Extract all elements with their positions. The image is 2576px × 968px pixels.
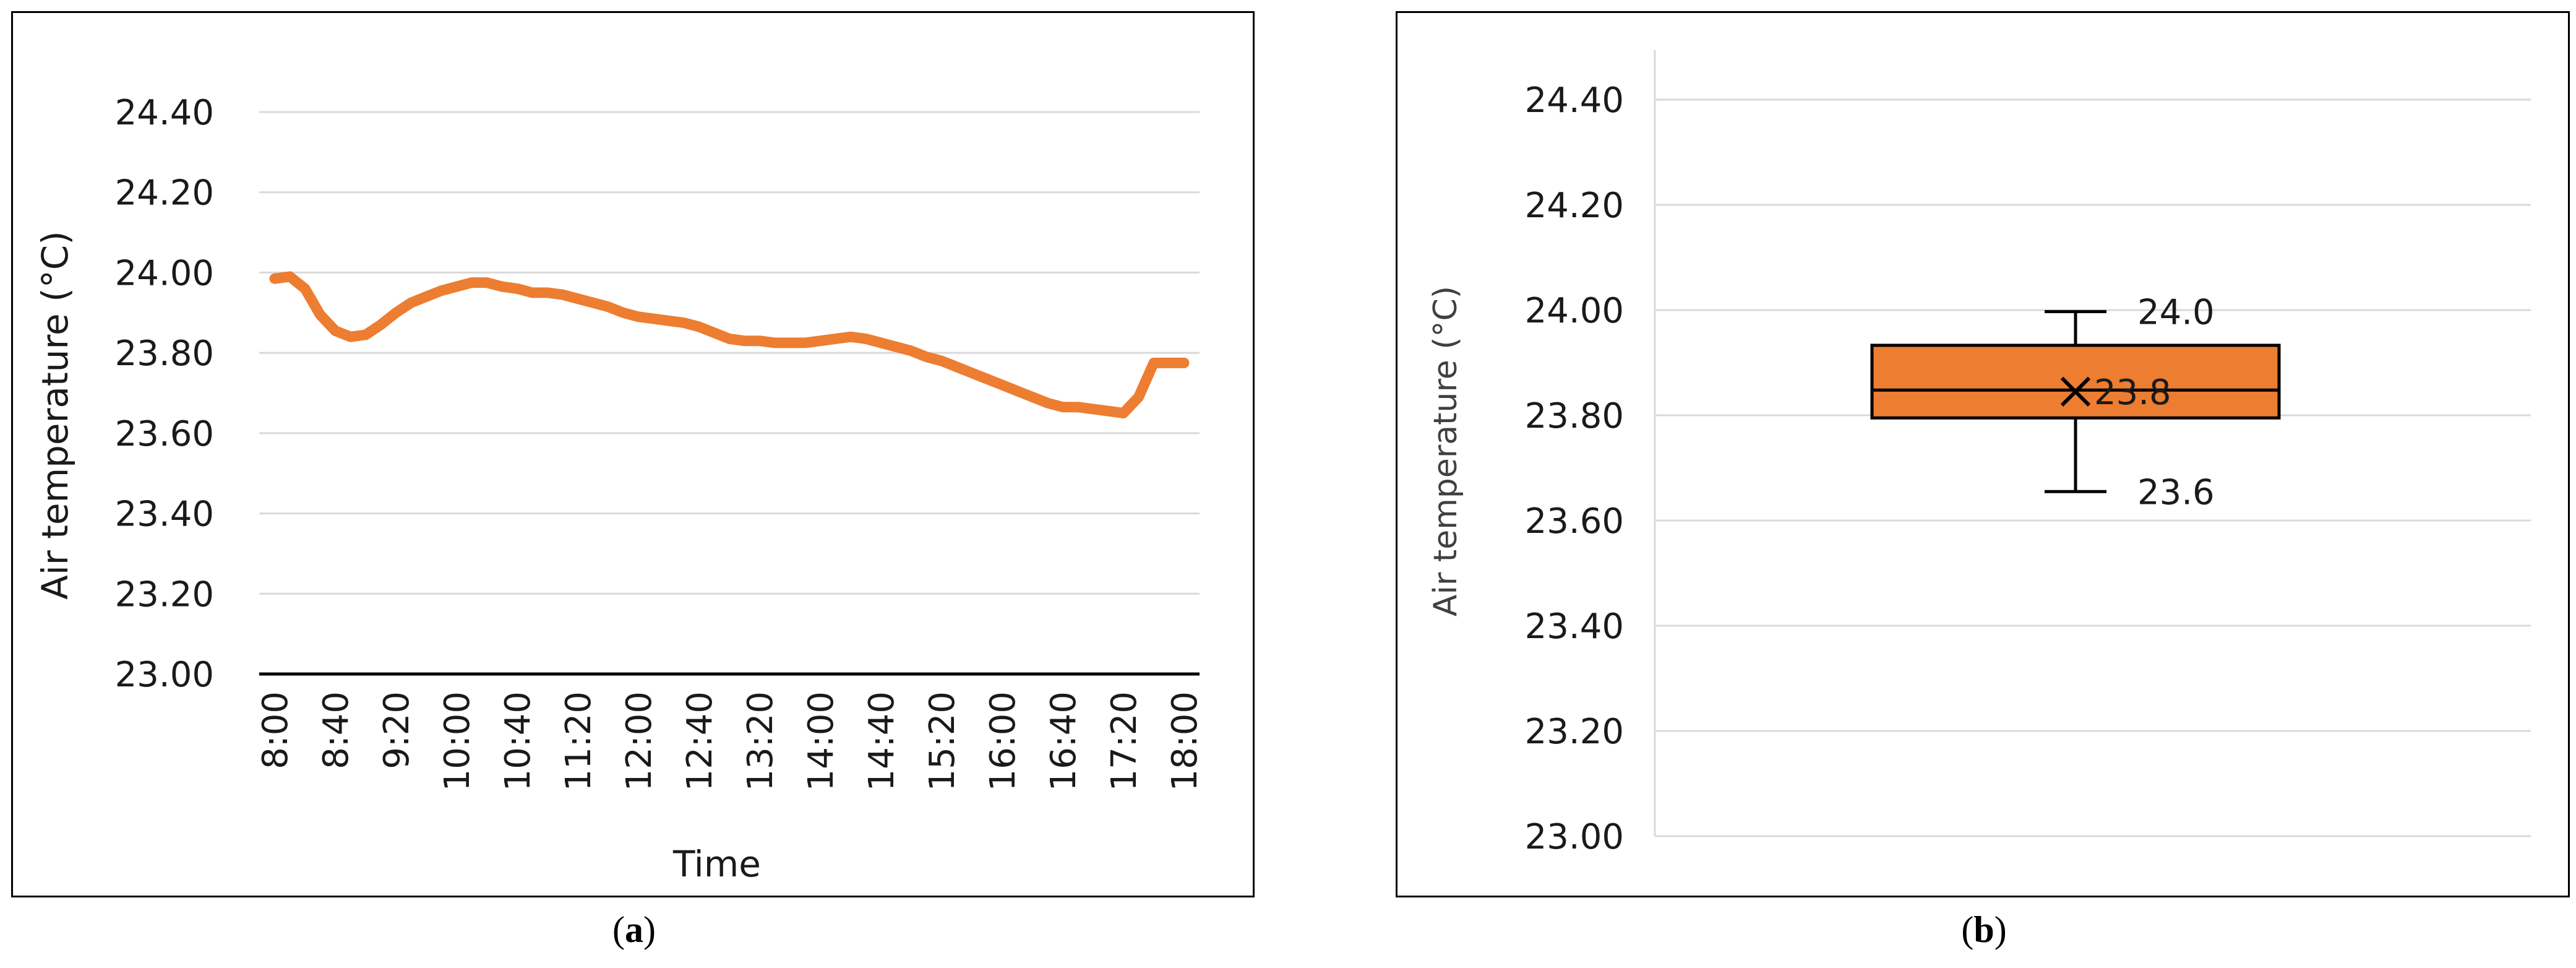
y-tick-labels: 23.00 23.20 23.40 23.60 23.80 24.00 24.20 24.40 <box>1525 80 1624 857</box>
x-tick-label: 10:00 <box>437 691 478 791</box>
y-tick-label: 23.60 <box>1525 501 1624 542</box>
y-tick-label: 23.40 <box>115 495 214 535</box>
x-tick-label: 11:20 <box>559 691 599 791</box>
y-axis-title: Air temperature (°C) <box>34 231 76 600</box>
x-tick-label: 13:20 <box>741 691 781 791</box>
x-tick-label: 14:40 <box>862 691 902 791</box>
y-tick-label: 23.80 <box>1525 396 1624 436</box>
y-tick-label: 24.00 <box>115 253 214 293</box>
y-tick-label: 24.40 <box>1525 80 1624 121</box>
x-axis-title: Time <box>672 843 761 885</box>
x-tick-label: 16:40 <box>1044 691 1084 791</box>
x-tick-label: 12:40 <box>680 691 720 791</box>
y-tick-label: 23.80 <box>115 334 214 374</box>
x-tick-label: 8:00 <box>255 691 296 769</box>
y-tick-label: 23.20 <box>1525 712 1624 752</box>
max-data-label: 24.0 <box>2137 293 2215 333</box>
y-tick-label: 23.00 <box>115 655 214 695</box>
y-tick-label: 23.40 <box>1525 607 1624 647</box>
caption-a: (a) <box>612 909 656 950</box>
y-tick-label: 24.00 <box>1525 291 1624 331</box>
x-tick-label: 12:00 <box>619 691 659 791</box>
box-plot-panel: 23.00 23.20 23.40 23.60 23.80 24.00 24.20 24.40… <box>1396 11 2570 897</box>
min-data-label: 23.6 <box>2137 472 2215 512</box>
gridlines <box>259 111 1200 676</box>
mean-data-label: 23.8 <box>2094 373 2171 413</box>
x-tick-label: 15:20 <box>922 691 963 791</box>
x-tick-label: 14:00 <box>801 691 841 791</box>
y-axis-title: Air temperature (°C) <box>1427 286 1464 616</box>
box-plot: 23.00 23.20 23.40 23.60 23.80 24.00 24.20 24.40… <box>1427 50 2531 857</box>
y-tick-label: 23.00 <box>1525 817 1624 857</box>
y-tick-label: 24.20 <box>1525 186 1624 226</box>
caption-b: (b) <box>1961 909 2007 950</box>
x-tick-label: 18:00 <box>1165 691 1205 791</box>
temperature-series-line <box>269 271 1190 418</box>
x-tick-labels: 8:00 8:40 9:20 10:00 10:40 11:20 12:00 12:40 13:… <box>255 691 1205 791</box>
y-tick-label: 24.20 <box>115 173 214 214</box>
series-group <box>269 271 1190 418</box>
y-tick-label: 23.20 <box>115 574 214 615</box>
iqr-box <box>1870 344 2281 420</box>
box-group: 24.0 23.8 23.6 <box>1870 293 2281 512</box>
gridlines <box>1654 50 2531 837</box>
x-tick-label: 10:40 <box>498 691 538 791</box>
y-tick-label: 23.60 <box>115 414 214 454</box>
x-tick-label: 17:20 <box>1104 691 1144 791</box>
x-tick-label: 16:00 <box>983 691 1023 791</box>
line-chart-panel: 23.00 23.20 23.40 23.60 23.80 24.00 24.20 24.40… <box>11 11 1255 897</box>
x-tick-label: 8:40 <box>316 691 356 769</box>
y-tick-labels: 23.00 23.20 23.40 23.60 23.80 24.00 24.20 24.40 <box>115 93 214 695</box>
line-chart: 23.00 23.20 23.40 23.60 23.80 24.00 24.20 24.40… <box>34 93 1205 885</box>
x-tick-label: 9:20 <box>377 691 417 769</box>
y-tick-label: 24.40 <box>115 93 214 133</box>
mean-marker <box>2060 376 2091 407</box>
